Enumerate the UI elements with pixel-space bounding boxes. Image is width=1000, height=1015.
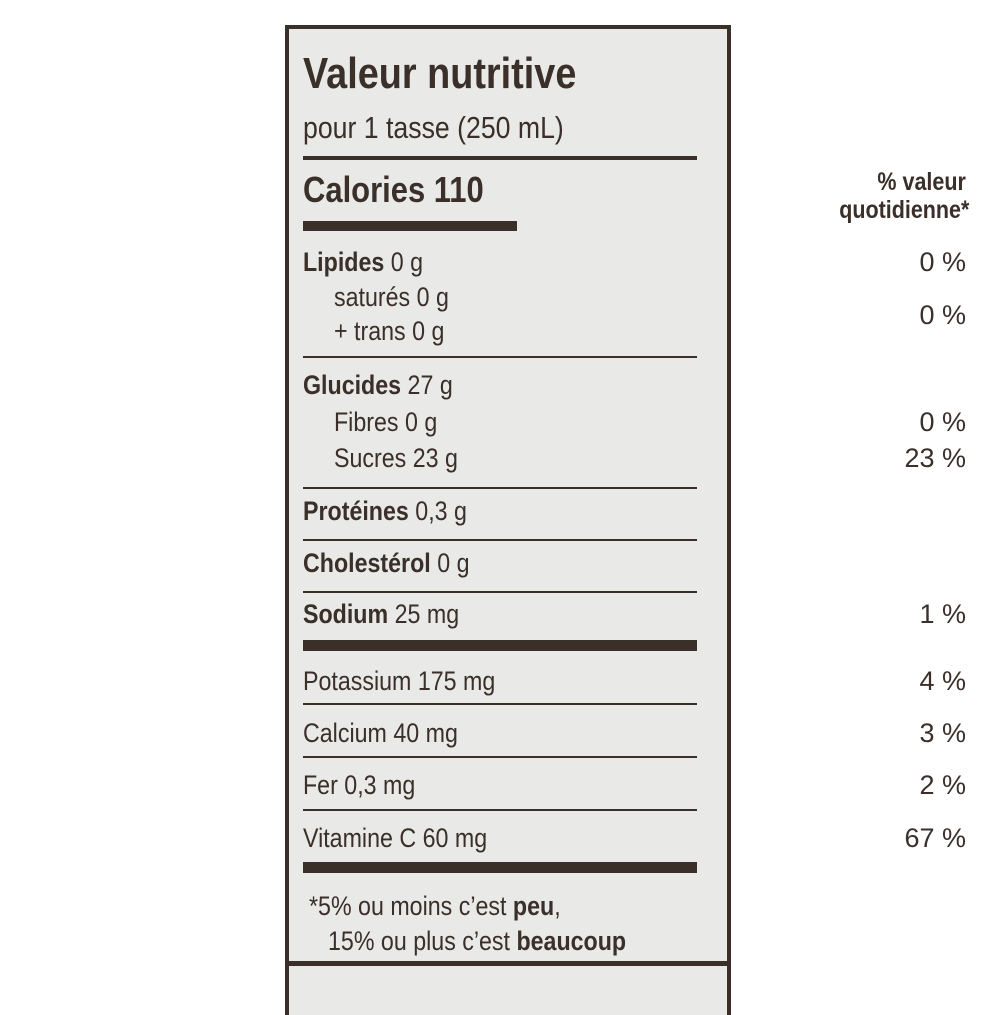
label-title: Valeur nutritive xyxy=(303,49,577,98)
nutrient-dv: 23 % xyxy=(904,443,966,473)
divider xyxy=(303,591,697,593)
nutrient-row: Protéines 0,3 g xyxy=(303,496,467,526)
nutrient-row: Lipides 0 g xyxy=(303,247,424,277)
dv-header-line1: % valeur xyxy=(877,168,966,196)
nutrient-dv: 0 % xyxy=(919,407,966,437)
nutrient-row: Fer 0,3 mg xyxy=(303,770,416,800)
nutrient-dv: 0 % xyxy=(919,300,966,330)
calories: Calories 110 xyxy=(303,169,484,210)
footnote-line1: *5% ou moins c’est peu, xyxy=(309,891,561,921)
footnote-line2: 15% ou plus c’est beaucoup xyxy=(328,926,627,956)
nutrient-row: saturés 0 g xyxy=(334,282,449,312)
nutrient-row: Cholestérol 0 g xyxy=(303,548,470,578)
nutrient-dv: 0 % xyxy=(919,247,966,277)
divider xyxy=(303,809,697,811)
thick-divider xyxy=(303,862,697,873)
serving-size: pour 1 tasse (250 mL) xyxy=(303,110,564,145)
bottom-border xyxy=(285,961,731,966)
nutrient-row: Fibres 0 g xyxy=(334,407,438,437)
divider xyxy=(303,487,697,489)
nutrient-row: Sodium 25 mg xyxy=(303,599,460,629)
nutrient-dv: 67 % xyxy=(904,823,966,853)
nutrient-row: Calcium 40 mg xyxy=(303,718,458,748)
nutrition-facts-label xyxy=(285,25,731,1015)
divider xyxy=(303,756,697,758)
nutrient-dv: 1 % xyxy=(919,599,966,629)
divider xyxy=(303,703,697,705)
divider xyxy=(303,156,697,160)
divider xyxy=(303,356,697,358)
dv-header-line2: quotidienne* xyxy=(838,196,969,224)
nutrient-row: Vitamine C 60 mg xyxy=(303,823,488,853)
divider xyxy=(303,539,697,541)
nutrient-row: Glucides 27 g xyxy=(303,370,453,400)
nutrient-row: + trans 0 g xyxy=(334,316,445,346)
nutrient-row: Potassium 175 mg xyxy=(303,666,496,696)
nutrient-dv: 2 % xyxy=(919,770,966,800)
nutrient-dv: 4 % xyxy=(919,666,966,696)
nutrient-dv: 3 % xyxy=(919,718,966,748)
nutrient-row: Sucres 23 g xyxy=(334,443,458,473)
thick-divider xyxy=(303,640,697,651)
thick-divider xyxy=(303,221,517,231)
